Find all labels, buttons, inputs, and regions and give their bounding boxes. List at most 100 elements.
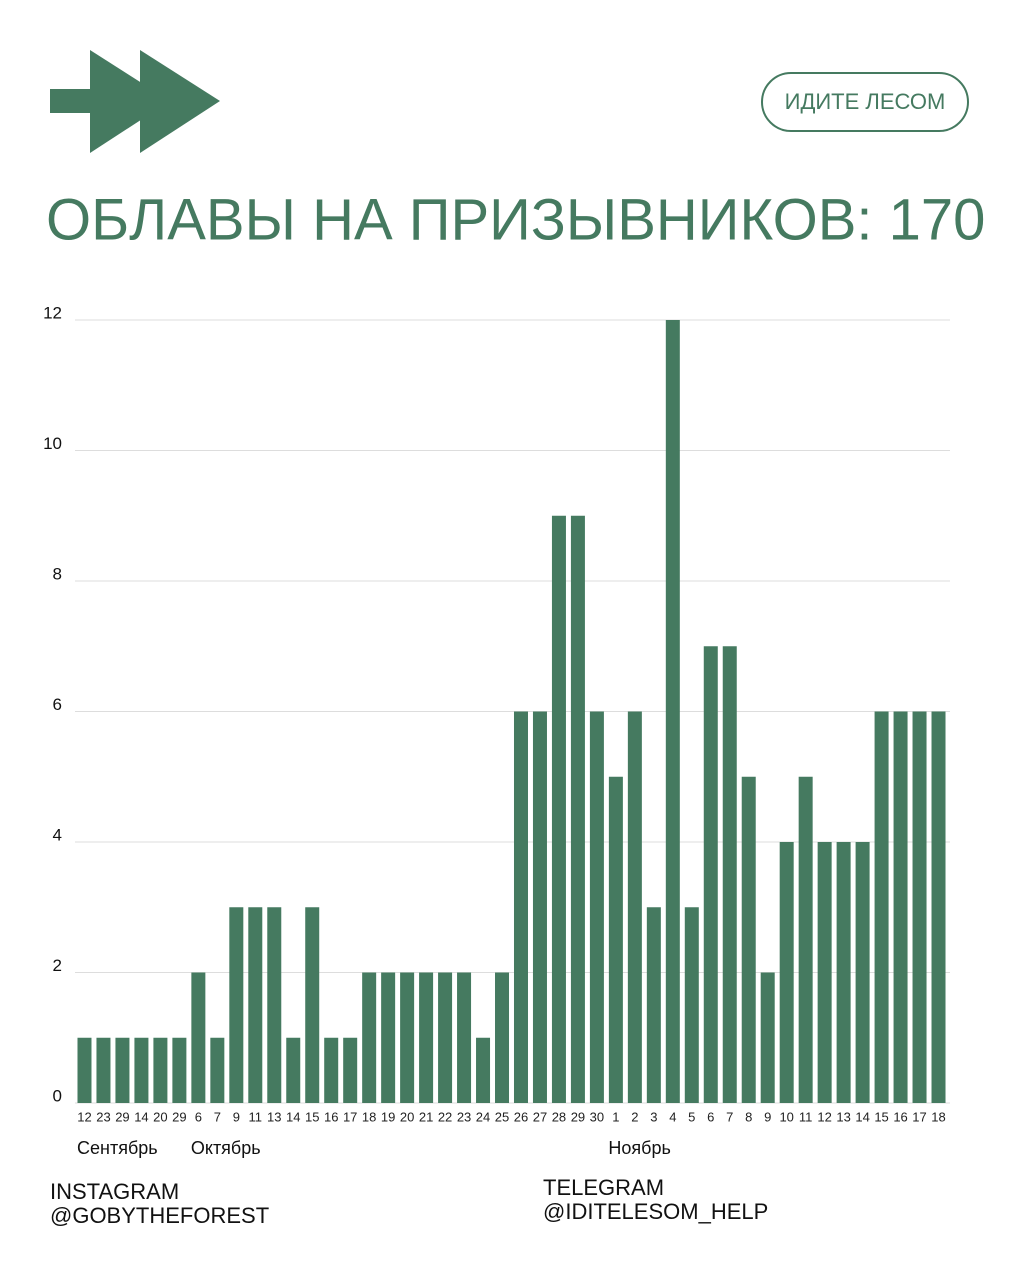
x-tick-label: 15 <box>305 1109 319 1124</box>
bar <box>229 907 244 1103</box>
x-tick-label: 20 <box>400 1109 414 1124</box>
bar <box>324 1037 339 1103</box>
bar <box>476 1037 491 1103</box>
bar <box>665 320 680 1103</box>
x-tick-label: 14 <box>855 1109 869 1124</box>
bar <box>419 972 434 1103</box>
x-tick-label: 16 <box>893 1109 907 1124</box>
x-tick-label: 20 <box>153 1109 167 1124</box>
x-tick-label: 21 <box>419 1109 433 1124</box>
footer-text: INSTAGRAM <box>50 1179 179 1204</box>
month-label: Октябрь <box>191 1138 261 1158</box>
x-tick-label: 8 <box>745 1109 752 1124</box>
bar <box>495 972 510 1103</box>
y-tick-label: 6 <box>53 695 62 714</box>
x-tick-label: 6 <box>707 1109 714 1124</box>
bar <box>248 907 263 1103</box>
bar <box>570 515 585 1103</box>
bar <box>931 711 946 1103</box>
bar <box>817 842 832 1103</box>
bar <box>874 711 889 1103</box>
x-tick-label: 29 <box>571 1109 585 1124</box>
bar <box>741 776 756 1103</box>
bar <box>267 907 282 1103</box>
bar <box>191 972 206 1103</box>
bar <box>551 515 566 1103</box>
bar <box>779 842 794 1103</box>
bar <box>684 907 699 1103</box>
bar <box>798 776 813 1103</box>
x-tick-label: 26 <box>514 1109 528 1124</box>
x-tick-label: 19 <box>381 1109 395 1124</box>
x-tick-label: 4 <box>669 1109 676 1124</box>
logo <box>50 50 220 153</box>
y-tick-label: 4 <box>53 825 62 844</box>
x-tick-label: 23 <box>457 1109 471 1124</box>
bar <box>305 907 320 1103</box>
chart-title: ОБЛАВЫ НА ПРИЗЫВНИКОВ: 170 <box>46 187 985 252</box>
x-tick-label: 17 <box>343 1109 357 1124</box>
bar <box>115 1037 130 1103</box>
x-tick-label: 13 <box>836 1109 850 1124</box>
x-tick-label: 28 <box>552 1109 566 1124</box>
bar <box>532 711 547 1103</box>
y-tick-label: 8 <box>53 564 62 583</box>
bar <box>77 1037 92 1103</box>
x-tick-label: 10 <box>779 1109 793 1124</box>
x-tick-label: 18 <box>931 1109 945 1124</box>
x-tick-label: 14 <box>286 1109 300 1124</box>
bar <box>343 1037 358 1103</box>
x-tick-label: 30 <box>590 1109 604 1124</box>
x-tick-label: 2 <box>631 1109 638 1124</box>
footer-text: TELEGRAM <box>543 1175 664 1200</box>
x-tick-label: 14 <box>134 1109 148 1124</box>
month-label: Сентябрь <box>77 1138 158 1158</box>
x-tick-label: 12 <box>817 1109 831 1124</box>
bar <box>855 842 870 1103</box>
y-tick-label: 0 <box>53 1086 62 1105</box>
bar <box>760 972 775 1103</box>
x-tick-label: 23 <box>96 1109 110 1124</box>
bar <box>627 711 642 1103</box>
x-tick-label: 5 <box>688 1109 695 1124</box>
x-tick-label: 6 <box>195 1109 202 1124</box>
x-tick-label: 25 <box>495 1109 509 1124</box>
x-tick-label: 7 <box>214 1109 221 1124</box>
x-tick-label: 24 <box>476 1109 490 1124</box>
x-tick-label: 7 <box>726 1109 733 1124</box>
bar <box>210 1037 225 1103</box>
footer-text: @IDITELESOM_HELP <box>543 1199 768 1224</box>
footer-text: @GOBYTHEFOREST <box>50 1203 269 1228</box>
badge-frame <box>761 72 969 132</box>
y-tick-label: 2 <box>53 956 62 975</box>
bar <box>513 711 528 1103</box>
x-tick-label: 1 <box>612 1109 619 1124</box>
bar <box>400 972 415 1103</box>
y-tick-label: 10 <box>43 434 62 453</box>
y-tick-label: 12 <box>43 303 62 322</box>
bar <box>893 711 908 1103</box>
bar <box>172 1037 187 1103</box>
x-tick-label: 9 <box>233 1109 240 1124</box>
bar <box>153 1037 168 1103</box>
bar <box>381 972 396 1103</box>
bar <box>608 776 623 1103</box>
x-tick-label: 15 <box>874 1109 888 1124</box>
bar <box>134 1037 149 1103</box>
bar <box>912 711 927 1103</box>
x-tick-label: 16 <box>324 1109 338 1124</box>
bar <box>457 972 472 1103</box>
x-tick-label: 22 <box>438 1109 452 1124</box>
x-tick-label: 11 <box>249 1109 263 1124</box>
x-tick-label: 11 <box>799 1109 813 1124</box>
x-tick-label: 29 <box>115 1109 129 1124</box>
bar <box>836 842 851 1103</box>
x-tick-label: 18 <box>362 1109 376 1124</box>
bar <box>589 711 604 1103</box>
bar <box>703 646 718 1103</box>
x-tick-label: 12 <box>77 1109 91 1124</box>
x-tick-label: 27 <box>533 1109 547 1124</box>
bar <box>646 907 661 1103</box>
bar <box>438 972 453 1103</box>
x-tick-label: 3 <box>650 1109 657 1124</box>
